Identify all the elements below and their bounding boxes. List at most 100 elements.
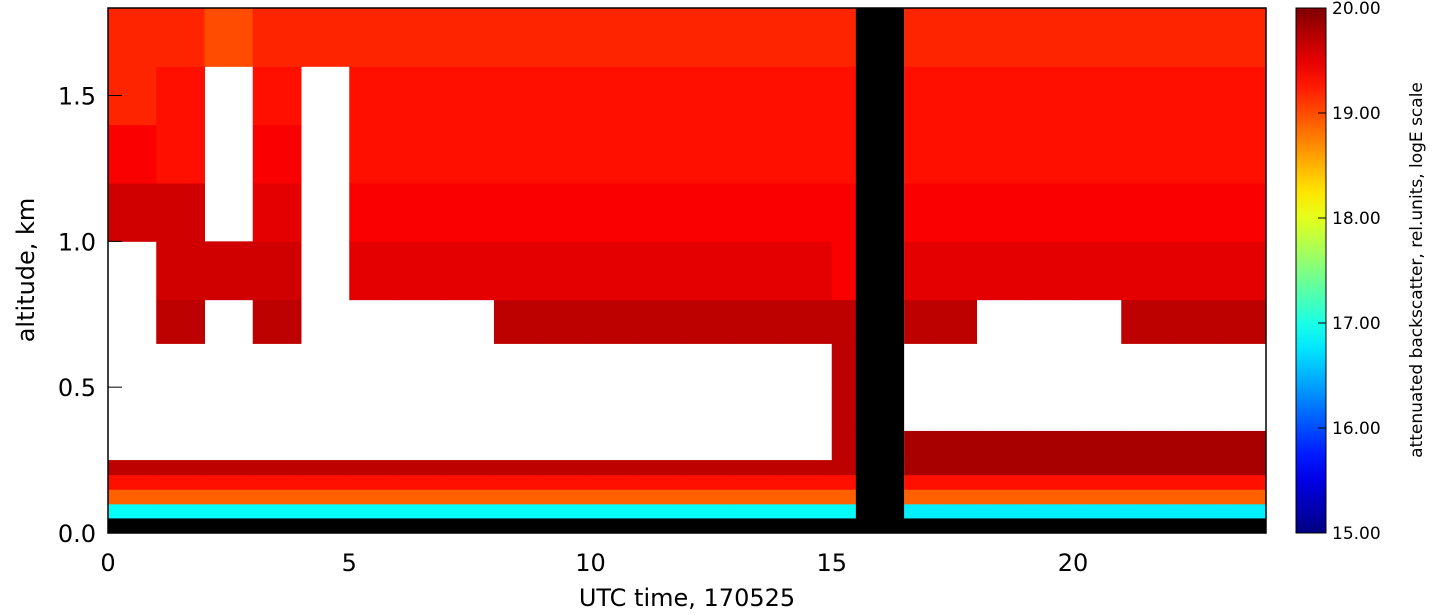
- heat-cell: [687, 183, 736, 242]
- heat-cell: [445, 183, 495, 242]
- heat-cell: [735, 474, 784, 490]
- heat-cell: [687, 489, 736, 505]
- colorbar-tick-label: 17.00: [1332, 314, 1381, 334]
- heat-cell: [1024, 66, 1074, 126]
- heat-cell: [1169, 299, 1219, 344]
- heat-cell: [542, 460, 591, 476]
- heat-cell: [638, 183, 688, 242]
- heat-cell: [783, 8, 833, 67]
- heat-cell: [204, 241, 254, 301]
- heat-cell: [1121, 241, 1170, 301]
- heat-cell: [783, 489, 833, 505]
- heat-cell: [494, 489, 543, 505]
- heat-cell: [735, 241, 784, 301]
- heat-cell: [831, 66, 857, 126]
- heat-cell: [783, 474, 833, 490]
- heat-cell: [494, 183, 543, 242]
- heat-cell: [904, 430, 929, 461]
- heat-cell: [397, 474, 447, 490]
- heat-cell: [1073, 124, 1122, 184]
- heat-cell: [638, 8, 688, 67]
- colorbar-tick-label: 15.00: [1332, 524, 1381, 544]
- heat-cell: [638, 474, 688, 490]
- heat-cell: [687, 474, 736, 490]
- heat-cell: [928, 66, 977, 126]
- heat-cell: [1169, 489, 1219, 505]
- x-tick-label: 5: [342, 549, 357, 577]
- heat-cell: [1073, 474, 1122, 490]
- colorbar-label: attenuated backscatter, rel.units, logE …: [1407, 82, 1427, 458]
- heat-cell: [1169, 66, 1219, 126]
- heat-cell: [638, 66, 688, 126]
- heat-cell: [1217, 241, 1267, 301]
- heat-cell: [1121, 299, 1170, 344]
- heat-cell: [687, 66, 736, 126]
- heat-cell: [204, 8, 254, 67]
- heat-cell: [252, 183, 302, 242]
- heat-cell: [928, 430, 977, 461]
- heat-cell: [156, 489, 205, 505]
- heat-cell: [156, 66, 205, 126]
- heat-cell: [1217, 460, 1267, 476]
- heat-cell: [542, 503, 591, 519]
- heat-cell: [904, 124, 929, 184]
- heat-cell: [590, 66, 640, 126]
- heat-cell: [1169, 474, 1219, 490]
- heat-cell: [590, 241, 640, 301]
- heat-cell: [1121, 474, 1170, 490]
- heat-cell: [928, 489, 977, 505]
- heat-cell: [108, 8, 157, 67]
- heat-cell: [783, 183, 833, 242]
- heat-cell: [252, 503, 302, 519]
- heat-cell: [638, 241, 688, 301]
- heat-cell: [783, 460, 833, 476]
- heat-cell: [1073, 183, 1122, 242]
- heat-cell: [542, 241, 591, 301]
- heat-cell: [301, 489, 350, 505]
- heat-cell: [542, 66, 591, 126]
- heat-cell: [542, 474, 591, 490]
- heat-cell: [928, 183, 977, 242]
- heat-cell: [349, 503, 398, 519]
- heat-cell: [904, 66, 929, 126]
- heat-cell: [252, 474, 302, 490]
- heat-cell: [1217, 489, 1267, 505]
- heat-cell: [204, 474, 254, 490]
- heat-cell: [904, 460, 929, 476]
- heat-cell: [976, 8, 1026, 67]
- heat-cell: [928, 241, 977, 301]
- heat-cell: [1073, 460, 1122, 476]
- heat-cell: [831, 489, 857, 505]
- heat-cell: [735, 66, 784, 126]
- heat-cell: [1024, 474, 1074, 490]
- heat-cell: [252, 460, 302, 476]
- heat-cell: [904, 8, 929, 67]
- heat-cell: [494, 124, 543, 184]
- heat-cell: [252, 124, 302, 184]
- heat-cell: [735, 503, 784, 519]
- heat-cell: [445, 241, 495, 301]
- heat-cell: [590, 299, 640, 344]
- x-tick-label: 0: [100, 549, 115, 577]
- heat-cell: [1121, 430, 1170, 461]
- heat-cell: [831, 387, 857, 432]
- heat-cell: [108, 183, 157, 242]
- heat-cell: [1024, 460, 1074, 476]
- colorbar-tick-label: 16.00: [1332, 419, 1381, 439]
- colorbar-tick-label: 19.00: [1332, 104, 1381, 124]
- heat-cell: [397, 460, 447, 476]
- heat-cell: [590, 474, 640, 490]
- heat-cell: [108, 474, 157, 490]
- heat-cell: [204, 460, 254, 476]
- heat-cell: [1169, 8, 1219, 67]
- heat-cell: [783, 124, 833, 184]
- heat-cell: [1169, 183, 1219, 242]
- heat-cell: [928, 299, 977, 344]
- heat-cell: [1073, 8, 1122, 67]
- heat-cell: [1121, 460, 1170, 476]
- heat-cell: [735, 460, 784, 476]
- heat-cell: [590, 183, 640, 242]
- heat-cell: [108, 503, 157, 519]
- heat-cell: [397, 489, 447, 505]
